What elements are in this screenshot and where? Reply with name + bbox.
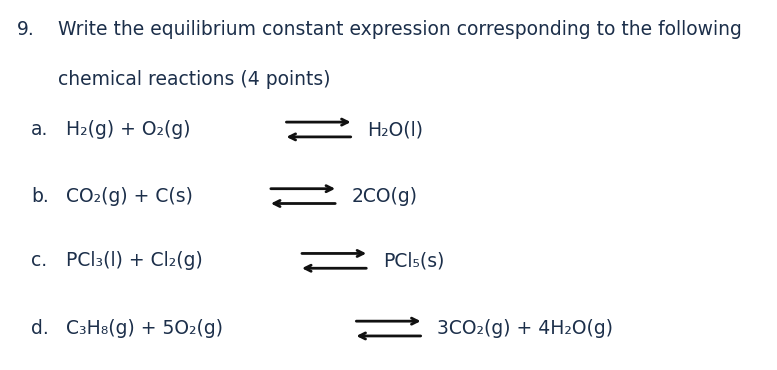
Text: H₂(g) + O₂(g): H₂(g) + O₂(g) [66, 120, 190, 139]
Text: H₂O(l): H₂O(l) [368, 120, 423, 139]
Text: C₃H₈(g) + 5O₂(g): C₃H₈(g) + 5O₂(g) [66, 319, 223, 338]
Text: Write the equilibrium constant expression corresponding to the following: Write the equilibrium constant expressio… [58, 20, 742, 39]
Text: b.: b. [31, 186, 49, 206]
Text: a.: a. [31, 120, 48, 139]
Text: CO₂(g) + C(s): CO₂(g) + C(s) [66, 186, 193, 206]
Text: d.: d. [31, 319, 49, 338]
Text: 3CO₂(g) + 4H₂O(g): 3CO₂(g) + 4H₂O(g) [437, 319, 614, 338]
Text: 9.: 9. [17, 20, 35, 39]
Text: PCl₅(s): PCl₅(s) [383, 251, 444, 270]
Text: 2CO(g): 2CO(g) [352, 186, 418, 206]
Text: chemical reactions (4 points): chemical reactions (4 points) [58, 70, 331, 89]
Text: PCl₃(l) + Cl₂(g): PCl₃(l) + Cl₂(g) [66, 251, 203, 270]
Text: c.: c. [31, 251, 47, 270]
